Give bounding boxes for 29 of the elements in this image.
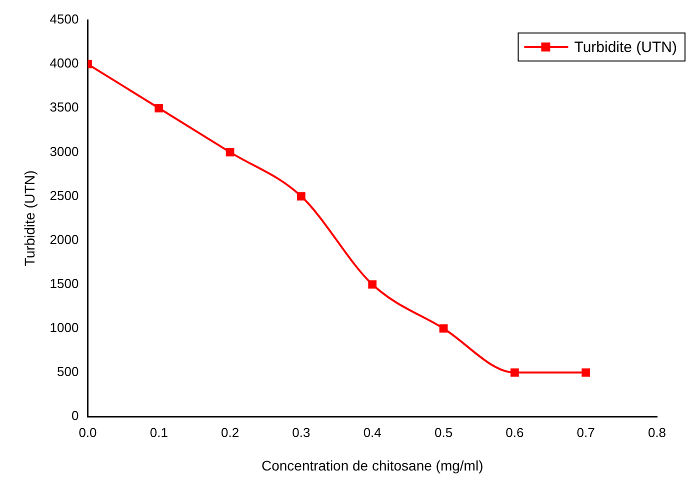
legend-label: Turbidite (UTN) xyxy=(574,39,678,56)
point xyxy=(368,280,377,289)
y-tick-label: 3000 xyxy=(50,144,79,159)
y-tick-label: 2000 xyxy=(50,232,79,247)
x-tick-label: 0.5 xyxy=(434,424,453,440)
x-tick-label: 0.1 xyxy=(150,424,168,440)
y-tick-label: 4000 xyxy=(50,56,79,71)
point xyxy=(297,192,306,200)
x-tick-label: 0.0 xyxy=(78,424,97,440)
y-tick-label: 0 xyxy=(71,408,79,424)
x-tick-label: 0.6 xyxy=(506,424,524,440)
y-tick-label: 1000 xyxy=(50,320,79,336)
y-tick-label: 500 xyxy=(57,364,79,380)
point xyxy=(582,368,590,377)
point xyxy=(439,324,448,333)
x-axis-title: Concentration de chitosane (mg/ml) xyxy=(261,457,484,474)
y-axis-title: Turbidite (UTN) xyxy=(21,170,38,266)
point xyxy=(226,148,234,156)
x-tick-label: 0.7 xyxy=(576,424,595,440)
x-tick-label: 0.4 xyxy=(363,424,382,440)
y-tick-label: 4500 xyxy=(50,12,79,27)
x-tick-label: 0.3 xyxy=(292,424,310,440)
x-tick-label: 0.2 xyxy=(221,424,240,440)
point xyxy=(154,104,164,112)
y-tick-label: 1500 xyxy=(50,276,79,291)
x-tick-label: 0.8 xyxy=(648,424,666,440)
y-tick-label: 3500 xyxy=(50,100,79,115)
y-tick-label: 2500 xyxy=(50,188,79,203)
point xyxy=(510,368,519,377)
